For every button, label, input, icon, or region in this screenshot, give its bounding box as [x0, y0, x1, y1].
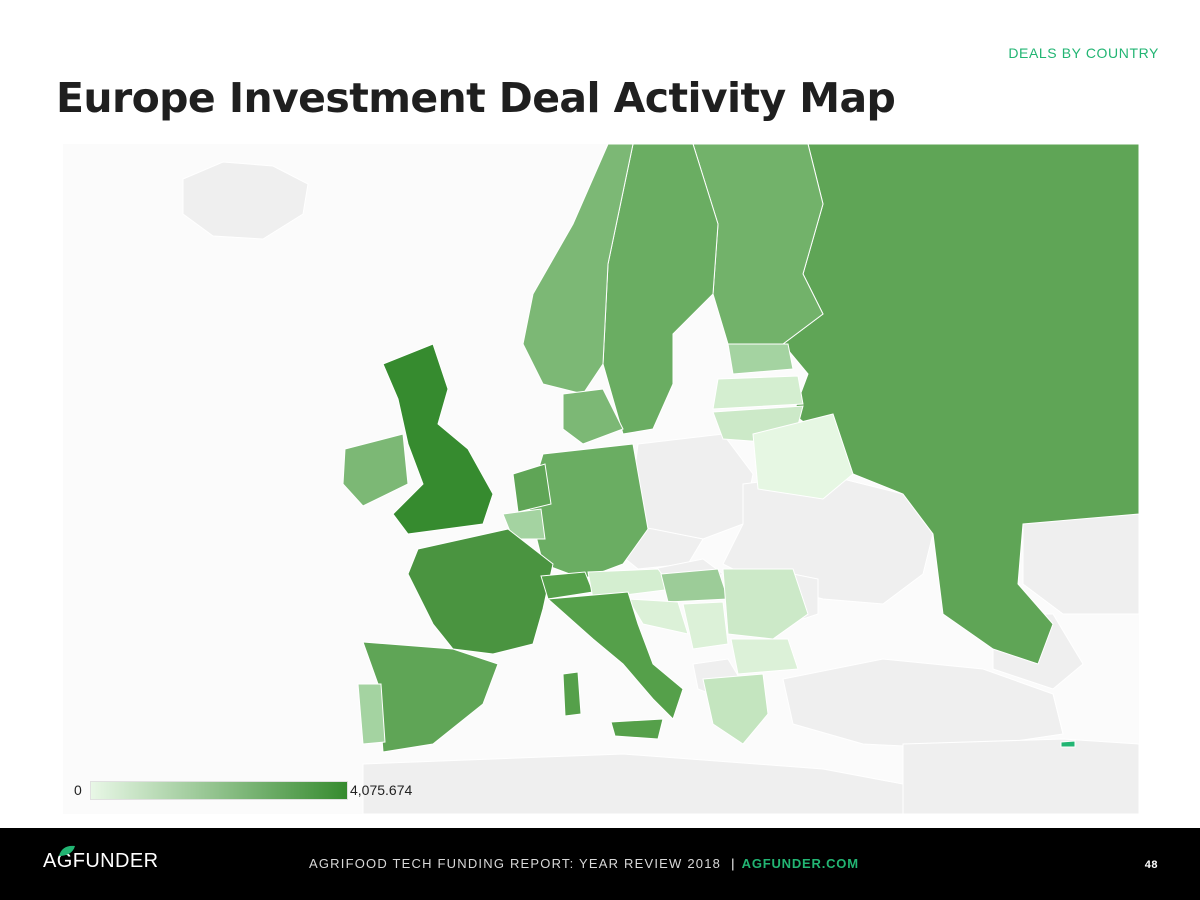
country-mideast	[902, 738, 1139, 814]
country-turkey	[782, 658, 1064, 750]
country-north-africa	[362, 753, 904, 814]
country-iceland	[182, 161, 309, 240]
map-svg	[182, 144, 1139, 814]
region-croatia	[627, 598, 689, 635]
region-bulgaria	[730, 638, 799, 675]
no-data-land	[182, 161, 1139, 814]
region-romania	[722, 568, 809, 640]
footer-report-line: AGRIFOOD TECH FUNDING REPORT: YEAR REVIE…	[309, 856, 859, 871]
legend-min-label: 0	[74, 782, 82, 798]
region-denmark	[562, 388, 624, 445]
region-serbia	[682, 601, 729, 650]
region-sardinia	[562, 671, 582, 717]
footer-bar: AGFUNDER AGRIFOOD TECH FUNDING REPORT: Y…	[0, 828, 1200, 900]
agfunder-link[interactable]: AGFUNDER.COM	[741, 856, 859, 871]
region-sicily	[610, 718, 664, 740]
data-regions	[342, 144, 1139, 753]
region-greece	[702, 673, 769, 745]
country-poland	[632, 433, 754, 540]
region-hungary	[660, 568, 729, 603]
region-italy	[546, 591, 684, 720]
region-netherlands	[512, 463, 552, 513]
page-title: Europe Investment Deal Activity Map	[56, 74, 896, 122]
region-switzerland	[540, 571, 594, 600]
legend-max-label: 4,075.674	[350, 782, 413, 798]
region-latvia	[712, 375, 804, 410]
agfunder-logo[interactable]: AGFUNDER	[43, 845, 159, 873]
region-belarus	[752, 413, 854, 500]
region-estonia	[727, 343, 794, 375]
leaf-icon	[59, 845, 75, 856]
region-uk	[382, 343, 494, 535]
legend-gradient-bar	[90, 781, 348, 800]
europe-choropleth-map	[63, 144, 1139, 814]
region-ireland	[342, 433, 409, 507]
report-title: AGRIFOOD TECH FUNDING REPORT: YEAR REVIE…	[309, 856, 722, 871]
logo-text: AGFUNDER	[43, 850, 159, 872]
footer-separator: |	[731, 856, 736, 871]
page-number: 48	[1144, 859, 1158, 871]
region-norway	[522, 144, 634, 395]
section-kicker: DEALS BY COUNTRY	[1008, 45, 1159, 61]
region-france	[407, 528, 554, 655]
region-cyprus	[1060, 740, 1076, 748]
region-portugal	[357, 683, 386, 745]
